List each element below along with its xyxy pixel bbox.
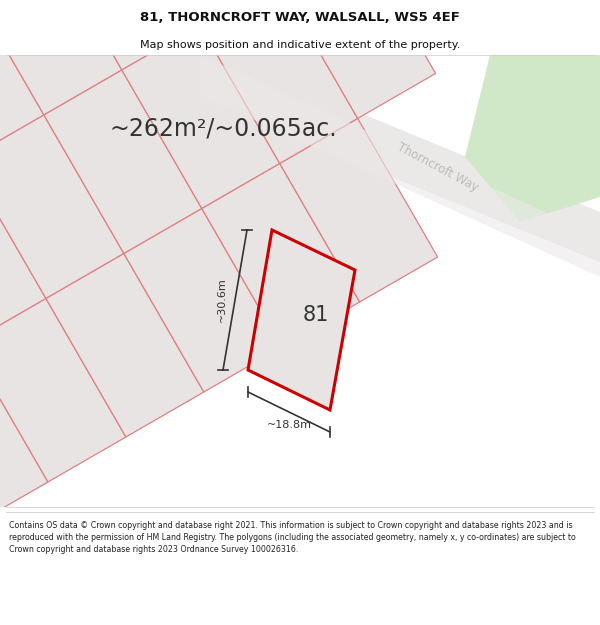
Polygon shape — [465, 55, 600, 222]
Text: 81: 81 — [303, 305, 329, 325]
Polygon shape — [0, 343, 48, 527]
Polygon shape — [0, 160, 46, 343]
Polygon shape — [248, 230, 355, 410]
Polygon shape — [480, 55, 600, 177]
Text: Thorncroft Way: Thorncroft Way — [395, 140, 481, 194]
Text: Contains OS data © Crown copyright and database right 2021. This information is : Contains OS data © Crown copyright and d… — [9, 521, 576, 554]
Polygon shape — [46, 253, 204, 437]
Polygon shape — [0, 298, 126, 482]
Polygon shape — [278, 0, 436, 118]
Polygon shape — [42, 0, 200, 70]
Polygon shape — [202, 163, 360, 347]
Text: ~18.8m: ~18.8m — [266, 420, 311, 430]
Polygon shape — [122, 25, 280, 208]
Text: 81, THORNCROFT WAY, WALSALL, WS5 4EF: 81, THORNCROFT WAY, WALSALL, WS5 4EF — [140, 11, 460, 24]
Polygon shape — [0, 115, 124, 298]
Polygon shape — [280, 118, 437, 302]
Polygon shape — [124, 208, 282, 392]
Polygon shape — [44, 70, 202, 253]
Text: ~262m²/~0.065ac.: ~262m²/~0.065ac. — [110, 117, 338, 141]
Polygon shape — [220, 55, 600, 262]
Text: Map shows position and indicative extent of the property.: Map shows position and indicative extent… — [140, 39, 460, 49]
Polygon shape — [200, 55, 600, 277]
Polygon shape — [0, 0, 44, 160]
Polygon shape — [200, 0, 358, 163]
Polygon shape — [0, 0, 122, 115]
Text: ~30.6m: ~30.6m — [217, 278, 227, 322]
